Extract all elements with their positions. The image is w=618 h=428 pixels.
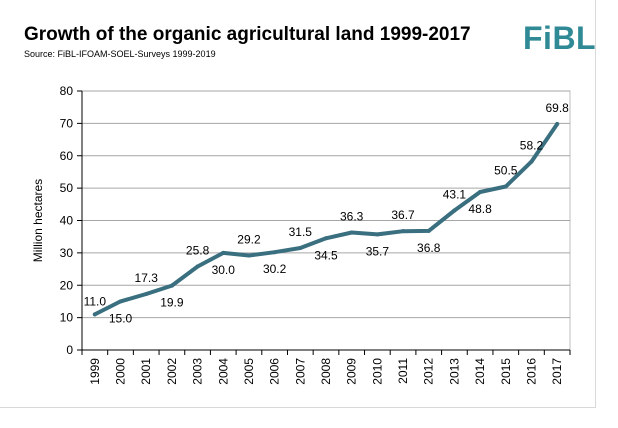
y-tick-label: 20 xyxy=(60,278,74,292)
data-label: 15.0 xyxy=(109,311,133,325)
data-point xyxy=(118,299,123,304)
data-point xyxy=(349,230,354,235)
data-point xyxy=(298,246,303,251)
data-label: 36.8 xyxy=(417,241,441,255)
chart-source: Source: FiBL-IFOAM-SOEL-Surveys 1999-201… xyxy=(24,49,216,59)
x-tick-label: 2007 xyxy=(293,358,307,385)
data-point xyxy=(272,250,277,255)
data-label: 69.8 xyxy=(545,101,569,115)
y-tick-label: 50 xyxy=(60,181,74,195)
data-label: 43.1 xyxy=(443,187,467,201)
data-label: 35.7 xyxy=(366,244,390,258)
y-tick-label: 0 xyxy=(66,343,73,357)
fibl-logo: FiBL xyxy=(523,20,597,56)
data-point xyxy=(478,190,483,195)
data-point xyxy=(529,159,534,164)
y-tick-label: 10 xyxy=(60,311,74,325)
y-tick-label: 80 xyxy=(60,84,74,98)
data-point xyxy=(221,250,226,255)
y-tick-label: 30 xyxy=(60,246,74,260)
data-label: 48.8 xyxy=(468,202,492,216)
x-tick-label: 1999 xyxy=(88,358,102,385)
x-tick-label: 2012 xyxy=(422,358,436,385)
data-label: 34.5 xyxy=(314,248,338,262)
data-point xyxy=(195,264,200,269)
data-point xyxy=(426,228,431,233)
x-tick-label: 2003 xyxy=(191,358,205,385)
x-tick-label: 2001 xyxy=(139,358,153,385)
data-label: 11.0 xyxy=(84,294,107,308)
y-tick-label: 40 xyxy=(60,214,74,228)
x-tick-label: 2014 xyxy=(473,358,487,385)
data-label: 31.5 xyxy=(289,225,313,239)
data-label: 30.0 xyxy=(212,263,236,277)
data-point xyxy=(144,291,149,296)
x-tick-label: 2011 xyxy=(396,358,410,384)
data-label: 30.2 xyxy=(263,262,287,276)
data-label: 17.3 xyxy=(135,271,159,285)
x-tick-label: 2005 xyxy=(242,358,256,385)
x-tick-label: 2006 xyxy=(268,358,282,385)
data-point xyxy=(92,312,97,317)
x-tick-label: 2010 xyxy=(370,358,384,385)
data-label: 36.7 xyxy=(391,208,415,222)
y-axis-label: Million hectares xyxy=(31,179,45,262)
x-tick-label: 2009 xyxy=(345,358,359,385)
series-line xyxy=(92,122,560,317)
x-tick-label: 2004 xyxy=(216,358,230,385)
x-tick-label: 2016 xyxy=(524,358,538,385)
data-point xyxy=(503,184,508,189)
data-point xyxy=(169,283,174,288)
data-point xyxy=(555,122,560,127)
x-tick-label: 2000 xyxy=(114,358,128,385)
data-label: 29.2 xyxy=(237,232,261,246)
chart-title: Growth of the organic agricultural land … xyxy=(24,24,471,45)
x-tick-label: 2008 xyxy=(319,358,333,385)
data-label: 25.8 xyxy=(186,243,210,257)
data-point xyxy=(375,232,380,237)
y-tick-label: 60 xyxy=(60,149,74,163)
data-label: 19.9 xyxy=(160,296,184,310)
data-point xyxy=(452,208,457,213)
y-tick-label: 70 xyxy=(60,116,74,130)
data-label: 50.5 xyxy=(494,164,518,178)
x-tick-label: 2013 xyxy=(447,358,461,385)
x-tick-label: 2015 xyxy=(499,358,513,385)
data-label: 36.3 xyxy=(340,209,364,223)
data-point xyxy=(246,253,251,258)
x-tick-label: 2017 xyxy=(550,358,564,385)
figure-frame xyxy=(0,0,596,408)
data-label: 58.2 xyxy=(520,139,544,153)
data-point xyxy=(401,229,406,234)
data-point xyxy=(324,236,328,241)
x-tick-label: 2002 xyxy=(165,358,179,385)
